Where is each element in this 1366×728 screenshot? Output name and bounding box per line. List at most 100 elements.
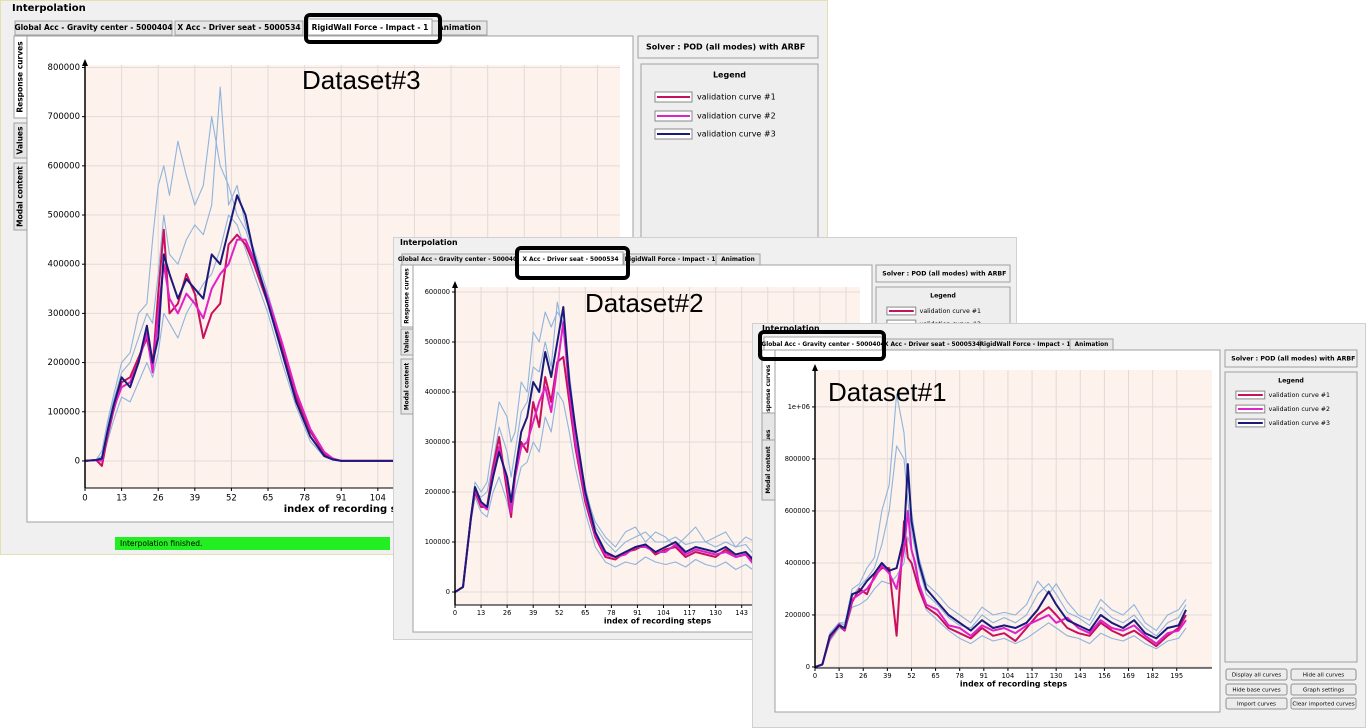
y-tick-label: 600000 [425,288,450,296]
side-tab[interactable] [400,358,414,415]
x-tick-label: 130 [709,609,722,617]
x-tick-label: 26 [503,609,511,617]
tab-label[interactable]: RigidWall Force - Impact - 1 [312,23,429,32]
y-tick-label: 200000 [785,611,810,619]
button-label[interactable]: Clear imported curves [1292,701,1354,707]
dataset-annotation: Dataset#1 [828,377,947,407]
button[interactable] [1225,697,1288,710]
button-label[interactable]: Display all curves [1232,672,1281,678]
solver-label: Solver : POD (all modes) with ARBF [882,271,1006,278]
tab[interactable] [431,20,488,36]
side-tab[interactable] [400,328,414,356]
side-tab-label[interactable]: Values [405,331,411,353]
x-tick-label: 0 [453,609,457,617]
tab-label[interactable]: RigidWall Force - Impact - 1 [625,257,716,263]
y-tick-label: 700000 [48,112,80,122]
tab-highlight [758,330,886,361]
base-curve [815,393,1187,668]
button[interactable] [1225,668,1288,681]
x-tick-label: 91 [980,672,988,680]
x-tick-label: 26 [859,672,867,680]
side-tab-label[interactable]: Response curves [766,364,772,420]
side-tab-label[interactable]: Response curves [16,41,25,113]
x-tick-label: 143 [735,609,748,617]
tab-label[interactable]: Global Acc - Gravity center - 5000404 [14,23,172,32]
x-tick-label: 117 [683,609,696,617]
tab-label[interactable]: X Acc - Driver seat - 5000534 [884,342,980,348]
tab-highlight [515,246,630,280]
button-label[interactable]: Hide base curves [1232,687,1280,693]
legend-box [1224,371,1358,663]
y-axis-arrow [812,364,818,371]
button[interactable] [1290,683,1357,696]
tab[interactable] [14,20,173,36]
side-tab[interactable] [761,439,776,501]
side-tab[interactable] [13,122,28,159]
button[interactable] [1225,683,1288,696]
button-label[interactable]: Import curves [1237,701,1276,707]
status-text: Interpolation finished. [120,539,202,548]
side-tab[interactable] [13,162,28,231]
y-tick-label: 800000 [785,455,810,463]
window: Interpolation Global Acc - Gravity center… [752,323,1366,728]
side-tab-label[interactable]: Values [16,126,25,154]
x-tick-label: 117 [1026,672,1039,680]
tab-label[interactable]: Global Acc - Gravity center - 5000404 [398,257,521,263]
side-tab-label[interactable]: Modal content [16,166,25,227]
x-tick-label: 78 [607,609,615,617]
side-tab[interactable] [400,264,414,328]
tab-label[interactable]: Global Acc - Gravity center - 5000404 [761,342,884,348]
tab-label[interactable]: Animation [721,257,755,263]
x-tick-label: 39 [883,672,891,680]
x-tick-label: 65 [263,494,274,504]
window-title: Interpolation [762,324,820,333]
y-tick-label: 600000 [785,507,810,515]
y-tick-label: 400000 [425,388,450,396]
tab-label[interactable]: X Acc - Driver seat - 5000534 [522,257,618,263]
x-tick-label: 39 [529,609,537,617]
tab-label[interactable]: Animation [1075,342,1109,348]
x-tick-label: 156 [1098,672,1111,680]
dataset-annotation: Dataset#2 [585,288,704,318]
validation-curve [85,194,592,462]
legend-label: validation curve #3 [1269,420,1330,427]
y-tick-label: 0 [75,456,80,466]
solver-box [637,35,819,59]
solver-box [875,264,1011,283]
plot-area [815,370,1212,668]
validation-curve [455,356,757,593]
tab-label[interactable]: RigidWall Force - Impact - 1 [980,342,1071,348]
x-tick-label: 104 [657,609,670,617]
x-tick-label: 52 [907,672,915,680]
x-tick-label: 78 [955,672,963,680]
x-tick-label: 104 [370,494,386,504]
button-label[interactable]: Hide all curves [1303,672,1345,678]
tab[interactable] [174,20,304,36]
legend-label: validation curve #2 [1269,406,1330,413]
legend-title: Legend [713,71,746,80]
tab-label[interactable]: X Acc - Driver seat - 5000534 [177,23,300,32]
legend-label: validation curve #1 [1269,392,1330,399]
side-tab-label[interactable]: Response curves [405,268,411,324]
button[interactable] [1290,668,1357,681]
button[interactable] [1290,697,1357,710]
x-axis-label: index of recording steps [284,504,422,515]
side-tab-label[interactable]: Modal content [766,446,772,494]
window-title: Interpolation [12,3,86,14]
x-tick-label: 182 [1146,672,1159,680]
x-tick-label: 52 [226,494,237,504]
button-label[interactable]: Graph settings [1303,687,1344,693]
tab-label[interactable]: Animation [438,23,481,32]
y-tick-label: 400000 [48,260,80,270]
x-tick-label: 143 [1074,672,1087,680]
x-tick-label: 52 [555,609,563,617]
side-tab[interactable] [13,35,28,119]
y-axis-arrow [452,281,458,288]
y-tick-label: 200000 [48,358,80,368]
window-title: Interpolation [400,238,458,247]
validation-curve [815,509,1187,668]
y-tick-label: 300000 [425,438,450,446]
side-tab-label[interactable]: Modal content [405,363,411,411]
curves [815,393,1187,668]
